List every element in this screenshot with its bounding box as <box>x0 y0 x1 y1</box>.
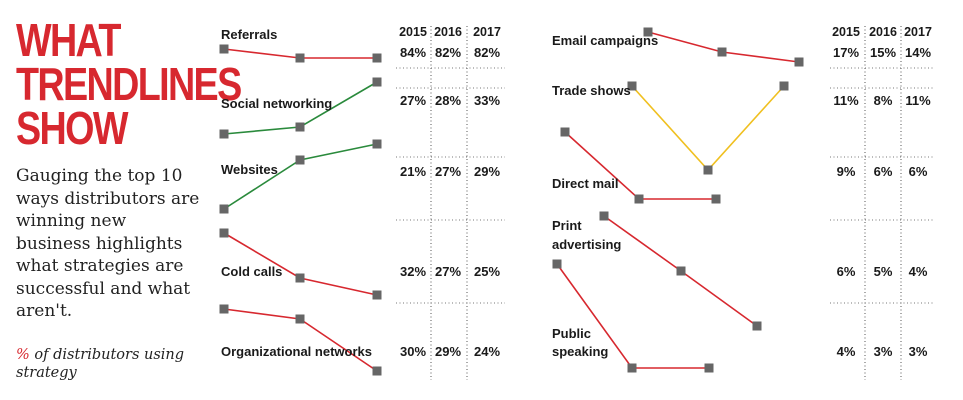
print-advertising-value-2015: 6% <box>837 264 856 279</box>
trade-shows-value-2017: 11% <box>905 93 931 108</box>
organizational-networks-label: Organizational networks <box>221 344 372 359</box>
print-advertising-label-line-1: Print <box>552 218 582 233</box>
email-campaigns-marker-2016 <box>717 47 727 57</box>
left-year-header-2015: 2015 <box>399 25 427 39</box>
print-advertising-value-2017: 4% <box>909 264 928 279</box>
trade-shows-marker-2017 <box>779 81 789 91</box>
social-networking-marker-2017 <box>372 77 382 87</box>
unit-note-text: of distributors using strategy <box>16 347 185 381</box>
cold-calls-marker-2016 <box>295 273 305 283</box>
websites-value-2015: 21% <box>400 164 426 179</box>
referrals-marker-2015 <box>219 44 229 54</box>
referrals-value-2017: 82% <box>474 45 500 60</box>
headline-line-3: SHOW <box>16 102 128 154</box>
cold-calls-label: Cold calls <box>221 264 282 279</box>
email-campaigns-trend-line <box>647 31 800 63</box>
referrals-value-2015: 84% <box>400 45 426 60</box>
organizational-networks-marker-2016 <box>295 314 305 324</box>
description: Gauging the top 10 ways distributors are… <box>16 166 200 321</box>
websites-marker-2015 <box>219 204 229 214</box>
social-networking-value-2015: 27% <box>400 93 426 108</box>
direct-mail-marker-2015 <box>560 127 570 137</box>
direct-mail-value-2015: 9% <box>837 164 856 179</box>
public-speaking-marker-2017 <box>704 363 714 373</box>
email-campaigns-marker-2017 <box>794 57 804 67</box>
websites-marker-2017 <box>372 139 382 149</box>
referrals-label: Referrals <box>221 27 277 42</box>
direct-mail-label: Direct mail <box>552 176 618 191</box>
right-year-header-2015: 2015 <box>832 25 860 39</box>
right-year-header-2016: 2016 <box>869 25 897 39</box>
cold-calls-marker-2017 <box>372 290 382 300</box>
email-campaigns-label: Email campaigns <box>552 33 658 48</box>
cold-calls-marker-2015 <box>219 228 229 238</box>
public-speaking-marker-2016 <box>627 363 637 373</box>
cold-calls-value-2015: 32% <box>400 264 426 279</box>
social-networking-value-2016: 28% <box>435 93 461 108</box>
left-year-header-2016: 2016 <box>434 25 462 39</box>
trade-shows-label: Trade shows <box>552 83 631 98</box>
print-advertising-marker-2017 <box>752 321 762 331</box>
websites-label: Websites <box>221 162 278 177</box>
social-networking-label: Social networking <box>221 96 332 111</box>
trade-shows-marker-2016 <box>703 165 713 175</box>
referrals-marker-2016 <box>295 53 305 63</box>
left-year-header-2017: 2017 <box>473 25 501 39</box>
cold-calls-value-2016: 27% <box>435 264 461 279</box>
email-campaigns-marker-2015 <box>643 27 653 37</box>
unit-note: % of distributors using strategy <box>16 346 201 382</box>
print-advertising-marker-2016 <box>676 266 686 276</box>
email-campaigns-value-2017: 14% <box>905 45 931 60</box>
public-speaking-value-2016: 3% <box>874 344 893 359</box>
cold-calls-value-2017: 25% <box>474 264 500 279</box>
print-advertising-value-2016: 5% <box>874 264 893 279</box>
email-campaigns-value-2016: 15% <box>870 45 896 60</box>
email-campaigns-value-2015: 17% <box>833 45 859 60</box>
direct-mail-marker-2017 <box>711 194 721 204</box>
social-networking-marker-2015 <box>219 129 229 139</box>
organizational-networks-value-2015: 30% <box>400 344 426 359</box>
referrals-value-2016: 82% <box>435 45 461 60</box>
websites-marker-2016 <box>295 155 305 165</box>
websites-value-2017: 29% <box>474 164 500 179</box>
public-speaking-label-line-1: Public <box>552 326 591 341</box>
public-speaking-label-line-2: speaking <box>552 344 608 359</box>
headline-line-1: WHAT <box>16 14 121 66</box>
trade-shows-trend-line <box>631 85 785 172</box>
organizational-networks-value-2016: 29% <box>435 344 461 359</box>
trade-shows-marker-2015 <box>627 81 637 91</box>
social-networking-value-2017: 33% <box>474 93 500 108</box>
websites-value-2016: 27% <box>435 164 461 179</box>
organizational-networks-marker-2017 <box>372 366 382 376</box>
organizational-networks-value-2017: 24% <box>474 344 500 359</box>
print-advertising-marker-2015 <box>599 211 609 221</box>
public-speaking-value-2017: 3% <box>909 344 928 359</box>
public-speaking-marker-2015 <box>552 259 562 269</box>
trade-shows-value-2015: 11% <box>833 93 859 108</box>
public-speaking-value-2015: 4% <box>837 344 856 359</box>
direct-mail-marker-2016 <box>634 194 644 204</box>
organizational-networks-marker-2015 <box>219 304 229 314</box>
direct-mail-value-2016: 6% <box>874 164 893 179</box>
social-networking-marker-2016 <box>295 122 305 132</box>
trade-shows-value-2016: 8% <box>874 93 893 108</box>
right-year-header-2017: 2017 <box>904 25 932 39</box>
direct-mail-value-2017: 6% <box>909 164 928 179</box>
print-advertising-label-line-2: advertising <box>552 237 621 252</box>
referrals-marker-2017 <box>372 53 382 63</box>
unit-note-symbol: % <box>16 347 30 363</box>
